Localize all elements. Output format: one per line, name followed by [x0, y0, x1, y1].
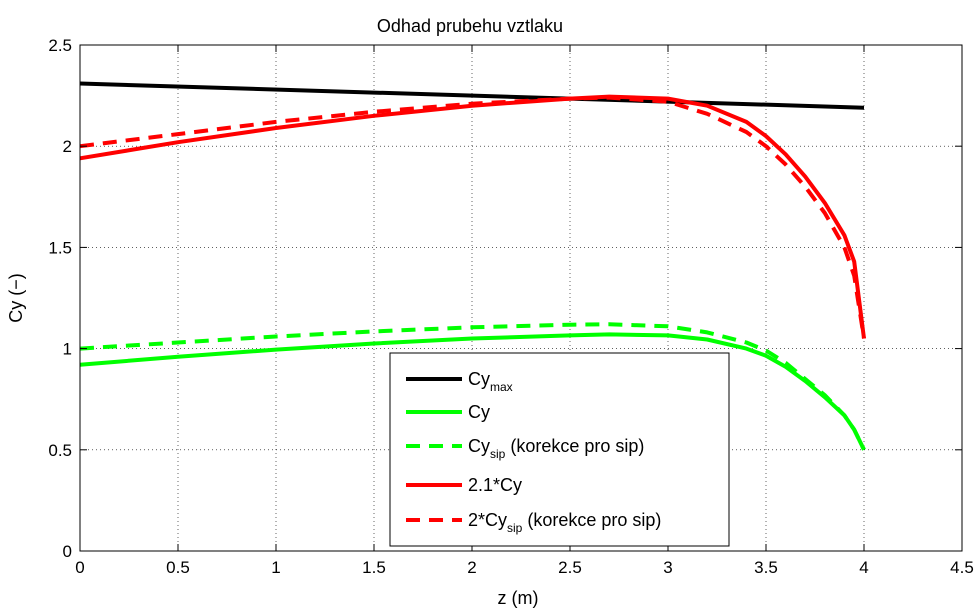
legend-label-main: Cy	[468, 402, 490, 422]
y-tick-label: 2	[63, 137, 72, 156]
plot-series	[79, 81, 866, 451]
x-tick-label: 0	[75, 558, 84, 577]
legend-label-main: 2*Cy	[468, 510, 507, 530]
legend-box	[389, 352, 730, 547]
legend-label-subscript: sip	[507, 521, 523, 535]
legend-label-suffix: (korekce pro sip)	[522, 510, 661, 530]
legend-label: 2*Cysip (korekce pro sip)	[468, 510, 661, 535]
legend-label-suffix: (korekce pro sip)	[505, 436, 644, 456]
series-line-4	[79, 95, 866, 339]
legend-label-main: Cy	[468, 369, 490, 389]
x-tick-label: 4.5	[950, 558, 974, 577]
plot-frame	[79, 44, 963, 552]
y-tick-label: 0	[63, 542, 72, 561]
legend-label-subscript: max	[490, 380, 513, 394]
series-line-3	[79, 94, 866, 339]
y-tick-label: 1.5	[48, 238, 72, 257]
legend-label-main: Cy	[468, 436, 490, 456]
y-tick-label: 2.5	[48, 36, 72, 55]
y-tick-label: 1	[63, 340, 72, 359]
series-line-0	[79, 81, 865, 110]
y-axis-label: Cy (−)	[6, 273, 26, 323]
x-tick-label: 1	[271, 558, 280, 577]
x-axis-label: z (m)	[498, 588, 539, 608]
x-tick-label: 4	[859, 558, 868, 577]
x-tick-label: 3.5	[754, 558, 778, 577]
x-tick-label: 1.5	[362, 558, 386, 577]
legend-label-subscript: sip	[490, 447, 506, 461]
x-tick-label: 3	[663, 558, 672, 577]
legend-label: 2.1*Cy	[468, 475, 522, 495]
legend-label: Cysip (korekce pro sip)	[468, 436, 644, 461]
axis-ticks: 0 0.5 1 1.5 2 2.5 3 3.5 4 4.5 0 0.5 1 1.5 2 2.5	[48, 36, 973, 577]
x-tick-label: 0.5	[166, 558, 190, 577]
legend-label: Cy	[468, 402, 490, 422]
series-line-1	[79, 332, 866, 451]
chart-title: Odhad prubehu vztlaku	[377, 16, 563, 36]
y-tick-label: 0.5	[48, 441, 72, 460]
series-line-2	[79, 322, 866, 451]
legend-label: Cymax	[468, 369, 513, 394]
x-tick-label: 2.5	[558, 558, 582, 577]
legend-label-main: 2.1*Cy	[468, 475, 522, 495]
x-tick-label: 2	[467, 558, 476, 577]
